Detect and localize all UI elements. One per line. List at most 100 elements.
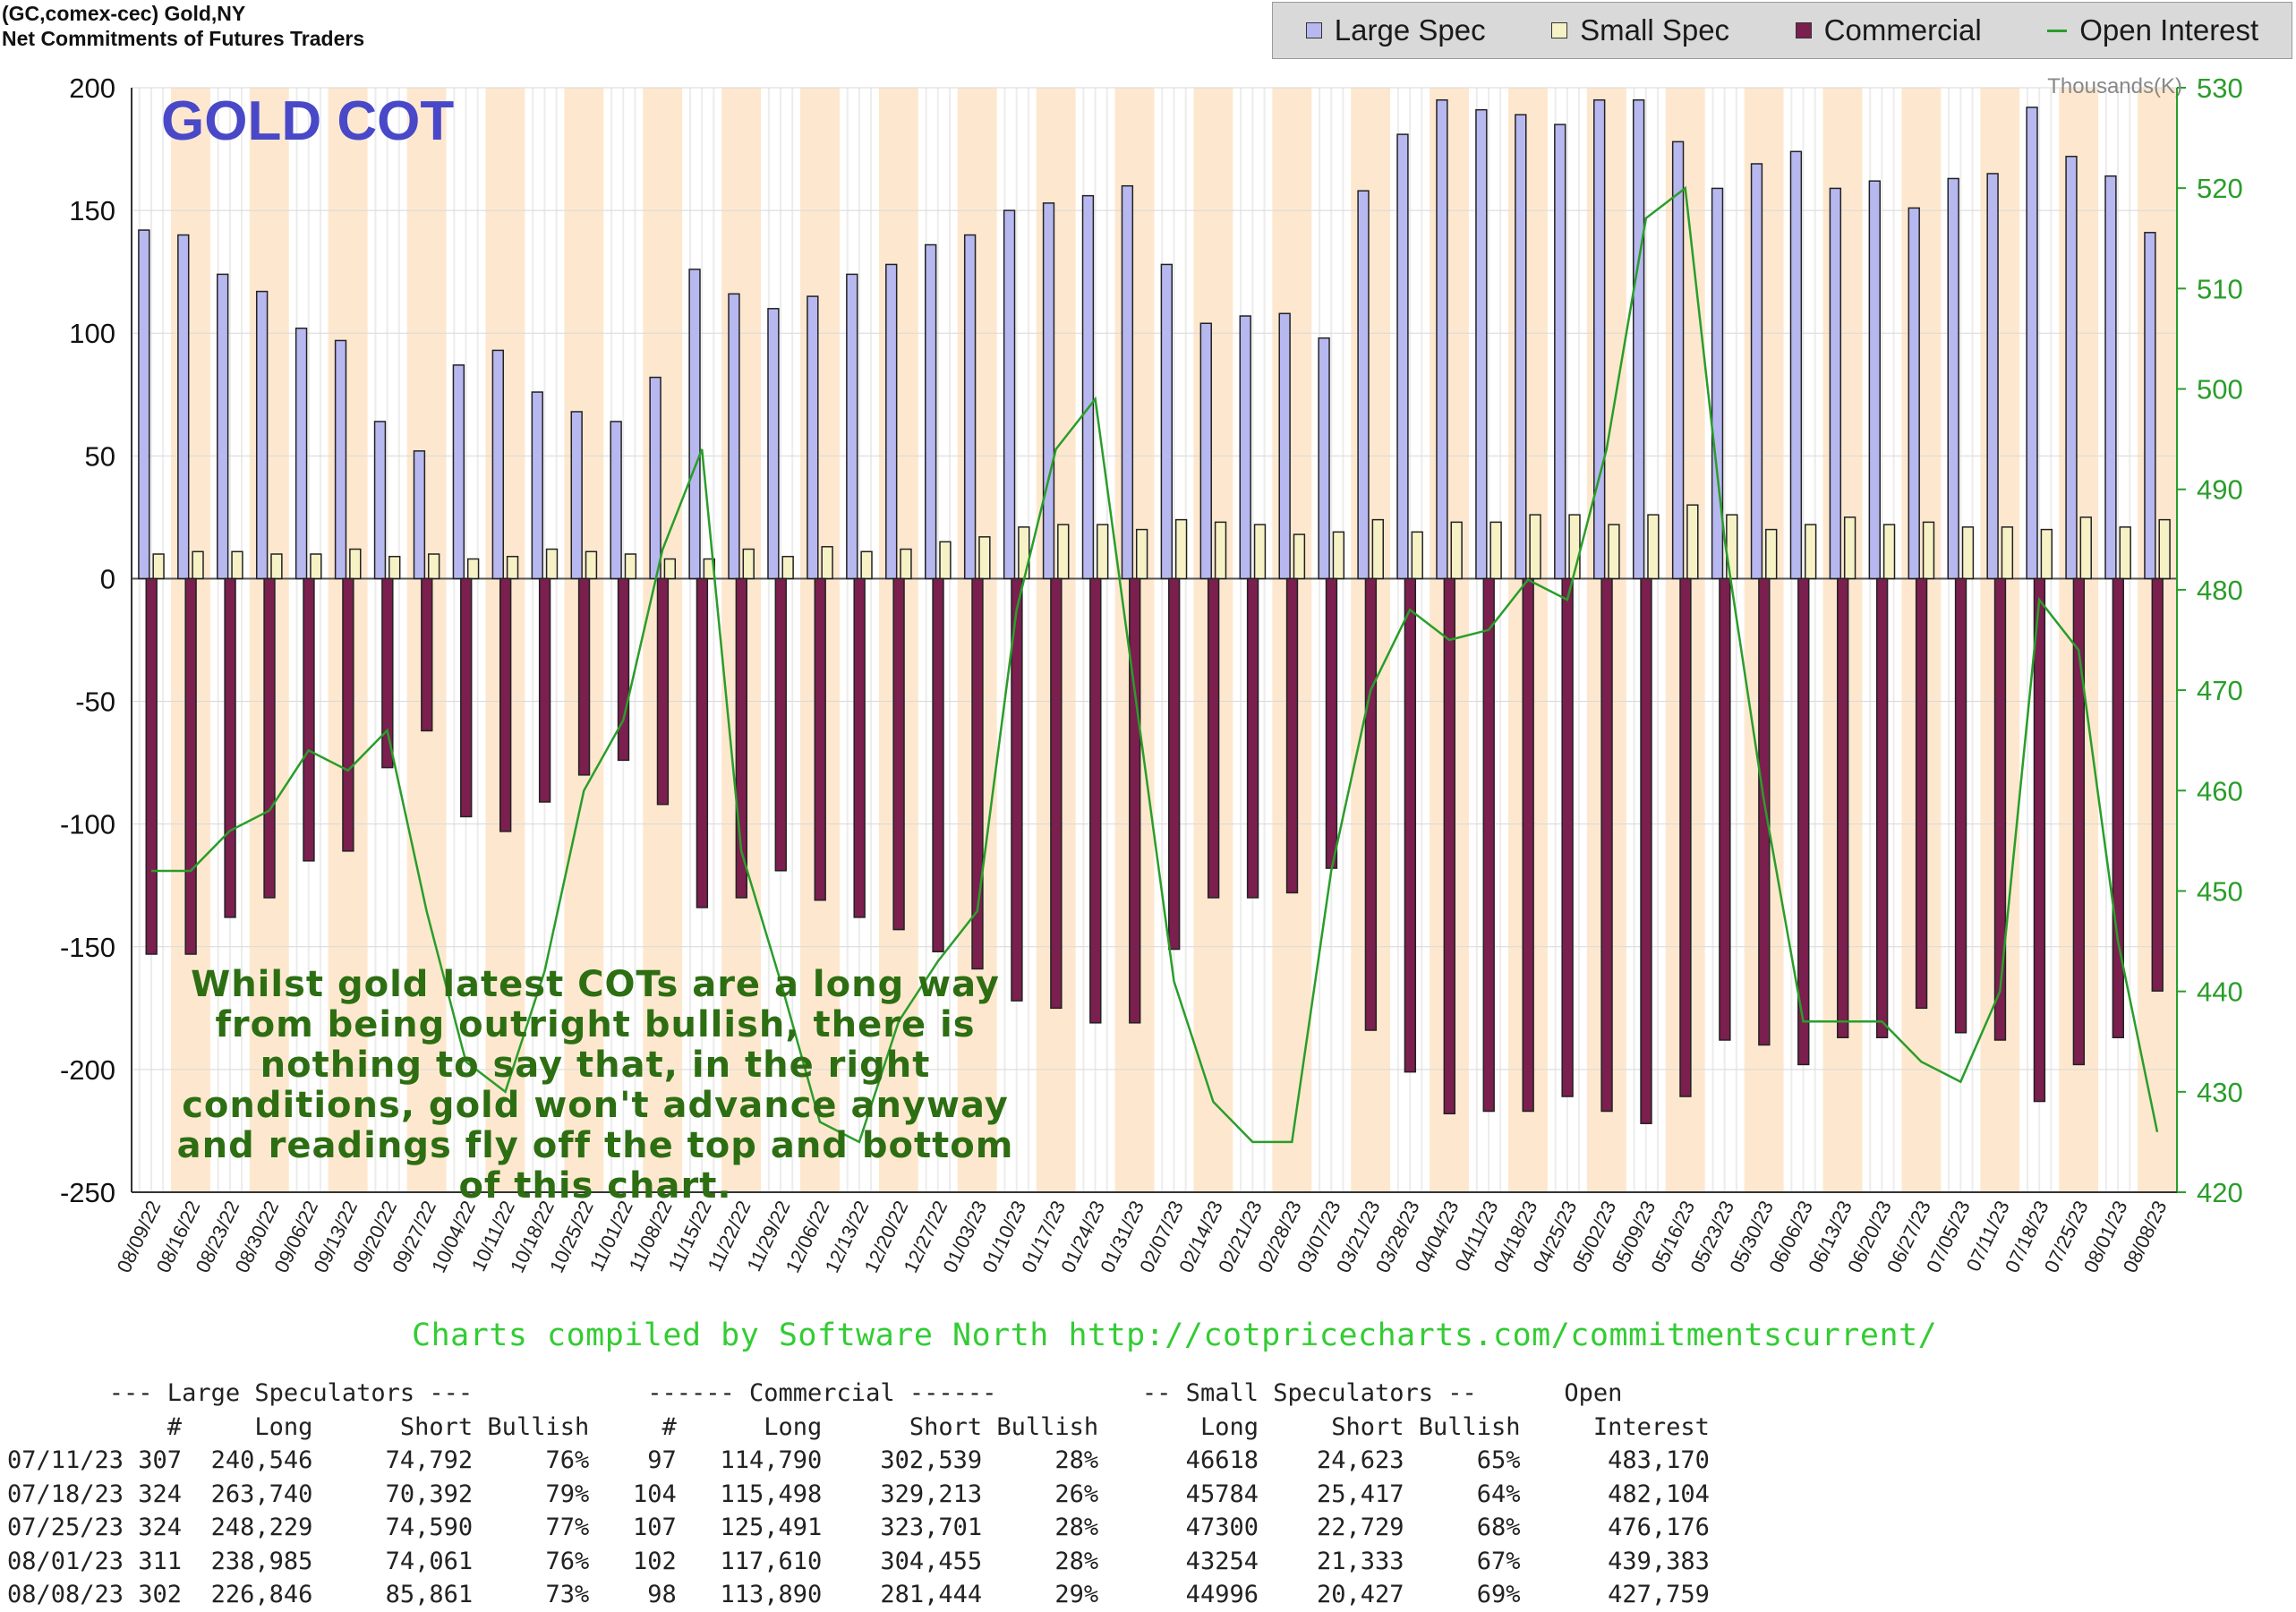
commercial-bar [303, 577, 315, 862]
small-spec-bar [1097, 524, 1109, 580]
table-row: 07/25/23 324 248,229 74,590 77% 107 125,… [7, 1514, 1710, 1541]
commercial-bar [1719, 577, 1731, 1041]
large-spec-bar [1711, 187, 1724, 580]
large-spec-bar [925, 243, 937, 580]
large-spec-bar [807, 295, 819, 580]
large-spec-bar [294, 327, 308, 580]
chart-source-label: (GC,comex-cec) Gold,NY [2, 2, 246, 25]
large-spec-bar [2144, 232, 2156, 580]
y-left-tick-label: -150 [60, 932, 115, 963]
large-spec-bar [334, 339, 347, 580]
commercial-bar [184, 577, 197, 955]
commercial-bar [1522, 577, 1534, 1113]
table-row: 08/01/23 311 238,985 74,061 76% 102 117,… [7, 1547, 1710, 1575]
large-spec-bar [1671, 141, 1685, 580]
small-spec-bar [1843, 516, 1856, 580]
large-spec-bar [1278, 312, 1291, 580]
y-left-tick-label: -250 [60, 1177, 115, 1208]
chart-subtitle: Net Commitments of Futures Traders [2, 27, 365, 50]
y-right-tick-label: 530 [2197, 72, 2243, 104]
commercial-bar [1246, 577, 1259, 899]
large-spec-bar [1239, 315, 1251, 580]
commercial-bar [342, 577, 354, 852]
small-spec-bar [1489, 521, 1502, 580]
large-spec-bar [688, 269, 701, 580]
y-right-tick-label: 450 [2197, 875, 2243, 907]
small-spec-bar [388, 556, 401, 580]
large-spec-bar [570, 411, 583, 580]
y-right-tick-label: 480 [2197, 575, 2243, 606]
small-spec-bar [2079, 516, 2092, 580]
large-spec-bar [1199, 322, 1212, 580]
commercial-bar [2112, 577, 2124, 1038]
small-spec-bar [1882, 524, 1896, 580]
small-spec-bar [1647, 514, 1660, 580]
large-spec-bar [1868, 180, 1881, 580]
small-spec-bar [1332, 531, 1345, 580]
small-spec-bar [1765, 528, 1778, 580]
small-spec-bar [1174, 518, 1188, 580]
large-spec-bar [649, 376, 661, 580]
y-right-tick-label: 490 [2197, 474, 2243, 506]
legend-item-small-spec: Small Spec [1551, 13, 1729, 47]
commercial-bar [2072, 577, 2086, 1066]
commercial-bar [1482, 577, 1495, 1113]
large-spec-bar [1475, 108, 1488, 580]
commercial-bar [538, 577, 551, 803]
y-right-tick-label: 470 [2197, 675, 2243, 706]
small-spec-bar [1450, 521, 1463, 580]
commercial-bar [2151, 577, 2164, 992]
large-spec-bar [1436, 98, 1448, 580]
large-spec-bar [1396, 133, 1409, 580]
commercial-bar [499, 577, 512, 832]
y-right-tick-label: 510 [2197, 273, 2243, 304]
small-spec-bar [2119, 526, 2131, 580]
small-spec-bar [624, 553, 637, 580]
large-spec-bar [1908, 207, 1920, 580]
legend-label-small-spec: Small Spec [1580, 13, 1730, 47]
commercial-bar [2033, 577, 2046, 1103]
y-right-tick-label: 500 [2197, 374, 2243, 405]
large-spec-bar [1515, 114, 1527, 580]
small-spec-bar [2001, 526, 2014, 580]
small-spec-bar [1961, 526, 1975, 580]
large-spec-bar [1789, 150, 1803, 580]
large-spec-bar [1121, 184, 1134, 580]
small-spec-bar [781, 556, 794, 580]
small-spec-bar [742, 548, 755, 580]
small-spec-bar [1529, 514, 1541, 580]
small-spec-bar [1804, 524, 1817, 580]
commercial-bar [892, 577, 905, 931]
small-spec-bar [860, 550, 873, 580]
large-spec-swatch [1305, 22, 1322, 38]
table-row: 08/08/23 302 226,846 85,861 73% 98 113,8… [7, 1581, 1710, 1608]
small-spec-bar [1057, 524, 1070, 580]
large-spec-bar [1829, 187, 1842, 580]
legend: Large Spec Small Spec Commercial Open In… [1272, 2, 2292, 59]
legend-item-commercial: Commercial [1795, 13, 1982, 47]
large-spec-bar [846, 273, 858, 580]
commercial-bar [1089, 577, 1102, 1024]
legend-item-large-spec: Large Spec [1305, 13, 1486, 47]
y-right-tick-label: 520 [2197, 173, 2243, 204]
y-right-tick-label: 460 [2197, 775, 2243, 806]
large-spec-bar [255, 290, 269, 580]
commercial-bar [1797, 577, 1810, 1066]
large-spec-bar [1986, 173, 1999, 580]
small-spec-bar [545, 548, 559, 580]
small-spec-bar [2158, 518, 2171, 580]
commercial-bar [1129, 577, 1141, 1024]
small-spec-bar [152, 553, 165, 580]
large-spec-bar [531, 391, 543, 580]
commercial-bar [814, 577, 826, 901]
commercial-bar [145, 577, 158, 955]
large-spec-bar [1160, 263, 1174, 580]
small-spec-bar [1253, 524, 1267, 580]
large-spec-bar [1042, 202, 1055, 580]
small-spec-bar [1293, 533, 1306, 580]
large-spec-bar [1593, 98, 1606, 580]
commercial-bar [1011, 577, 1023, 1002]
commercial-bar [735, 577, 748, 899]
small-spec-bar [231, 550, 243, 580]
large-spec-bar [2026, 107, 2038, 580]
